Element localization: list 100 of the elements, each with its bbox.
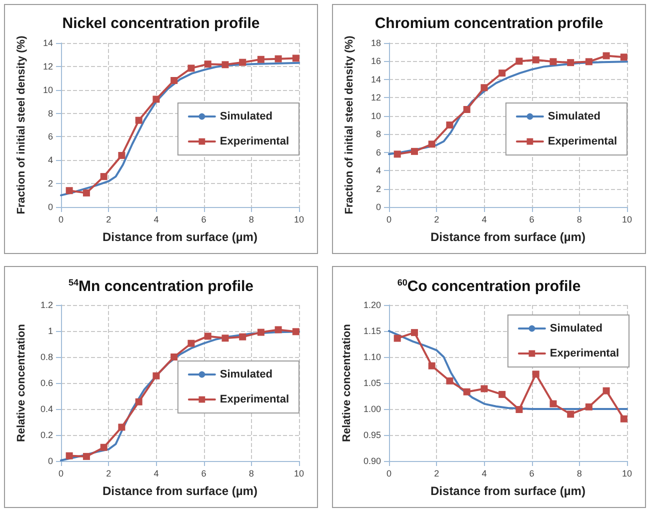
x-tick-label: 2	[434, 214, 440, 224]
point	[410, 329, 418, 336]
y-tick-label: 1.20	[363, 300, 381, 310]
x-tick-label: 2	[106, 468, 112, 478]
point	[567, 59, 574, 66]
point	[498, 390, 506, 398]
x-tick-label: 4	[154, 468, 159, 478]
x-tick-label: 8	[248, 214, 254, 224]
x-axis-title: Distance from surface (µm)	[102, 230, 258, 244]
point	[446, 377, 454, 384]
legend-label: Experimental	[220, 136, 290, 148]
point	[516, 406, 523, 414]
x-tick-label: 8	[248, 468, 254, 478]
line-series	[388, 330, 628, 410]
point	[463, 106, 470, 114]
y-tick-label: 0.6	[40, 378, 53, 388]
point	[135, 398, 142, 406]
y-tick-label: 4	[48, 155, 53, 166]
point	[428, 140, 436, 148]
point	[602, 52, 610, 60]
y-tick-label: 0	[376, 202, 381, 212]
point	[585, 58, 592, 66]
point	[188, 340, 195, 347]
y-tick-label: 0	[48, 456, 53, 466]
y-tick-label: 1.00	[363, 404, 381, 414]
y-tick-label: 14	[370, 74, 381, 84]
y-tick-label: 4	[376, 166, 381, 176]
x-tick-label: 0	[58, 468, 64, 478]
x-tick-label: 6	[201, 214, 206, 224]
x-axis-title: Distance from surface (µm)	[102, 484, 258, 498]
point	[222, 334, 229, 342]
point	[585, 403, 592, 410]
x-tick-label: 8	[576, 214, 582, 224]
y-tick-label: 6	[376, 147, 381, 158]
y-axis-title: Fraction of initial steel density (%)	[16, 35, 28, 214]
point	[66, 452, 73, 460]
x-tick-label: 4	[482, 214, 487, 224]
y-tick-label: 6	[48, 132, 53, 142]
x-tick-label: 10	[622, 468, 632, 478]
y-tick-label: 0	[48, 202, 53, 212]
point	[82, 189, 90, 196]
point	[602, 387, 610, 394]
x-tick-label: 0	[386, 214, 392, 224]
point	[152, 96, 160, 103]
y-tick-label: 1.15	[363, 326, 381, 336]
legend-label: Experimental	[548, 136, 618, 148]
point	[257, 328, 264, 336]
chart-title: Nickel concentration profile	[62, 15, 260, 32]
y-tick-label: 0.95	[363, 430, 381, 440]
y-tick-label: 2	[376, 184, 381, 194]
point	[188, 64, 195, 72]
y-tick-label: 1.10	[363, 352, 381, 362]
point	[550, 58, 557, 66]
x-tick-label: 6	[201, 468, 206, 478]
x-axis-title: Distance from surface (µm)	[430, 230, 586, 244]
point	[516, 58, 523, 65]
y-axis-title: Relative concentration	[16, 324, 28, 442]
y-tick-label: 1.2	[40, 300, 53, 310]
y-tick-label: 0.8	[40, 352, 53, 362]
point	[170, 354, 178, 360]
point	[620, 54, 628, 61]
y-tick-label: 1.05	[363, 378, 381, 388]
y-tick-label: 0.2	[40, 430, 53, 440]
point	[428, 362, 436, 370]
y-tick-label: 0.4	[40, 404, 53, 414]
legend-label: Simulated	[548, 110, 600, 122]
y-tick-label: 14	[42, 38, 53, 48]
x-tick-label: 10	[294, 214, 304, 224]
point	[135, 116, 142, 124]
x-tick-label: 4	[482, 468, 487, 478]
point	[66, 187, 73, 194]
legend-label: Simulated	[220, 368, 272, 380]
point	[550, 400, 557, 408]
point	[394, 150, 401, 158]
y-tick-label: 12	[370, 92, 381, 103]
point	[274, 326, 282, 334]
point	[118, 424, 126, 431]
y-axis-title: Fraction of initial steel density (%)	[344, 35, 356, 214]
y-tick-label: 0.90	[363, 456, 381, 466]
point	[532, 370, 540, 378]
x-tick-label: 0	[386, 468, 392, 478]
legend-label: Experimental	[220, 394, 290, 406]
x-tick-label: 6	[529, 214, 534, 224]
y-tick-label: 2	[48, 178, 53, 189]
point	[292, 328, 300, 336]
point	[204, 60, 212, 68]
x-tick-label: 8	[576, 468, 582, 478]
y-tick-label: 8	[48, 108, 53, 118]
point	[292, 54, 300, 62]
point	[480, 84, 488, 92]
point	[170, 76, 178, 84]
x-axis-title: Distance from surface (µm)	[430, 484, 586, 498]
x-tick-label: 10	[622, 214, 632, 224]
point	[567, 410, 574, 418]
point	[532, 56, 540, 64]
y-tick-label: 12	[42, 61, 53, 72]
legend-label: Simulated	[550, 322, 602, 334]
chart-title: Chromium concentration profile	[374, 15, 604, 32]
y-axis-title: Relative concentration	[341, 324, 354, 442]
point	[394, 334, 401, 342]
